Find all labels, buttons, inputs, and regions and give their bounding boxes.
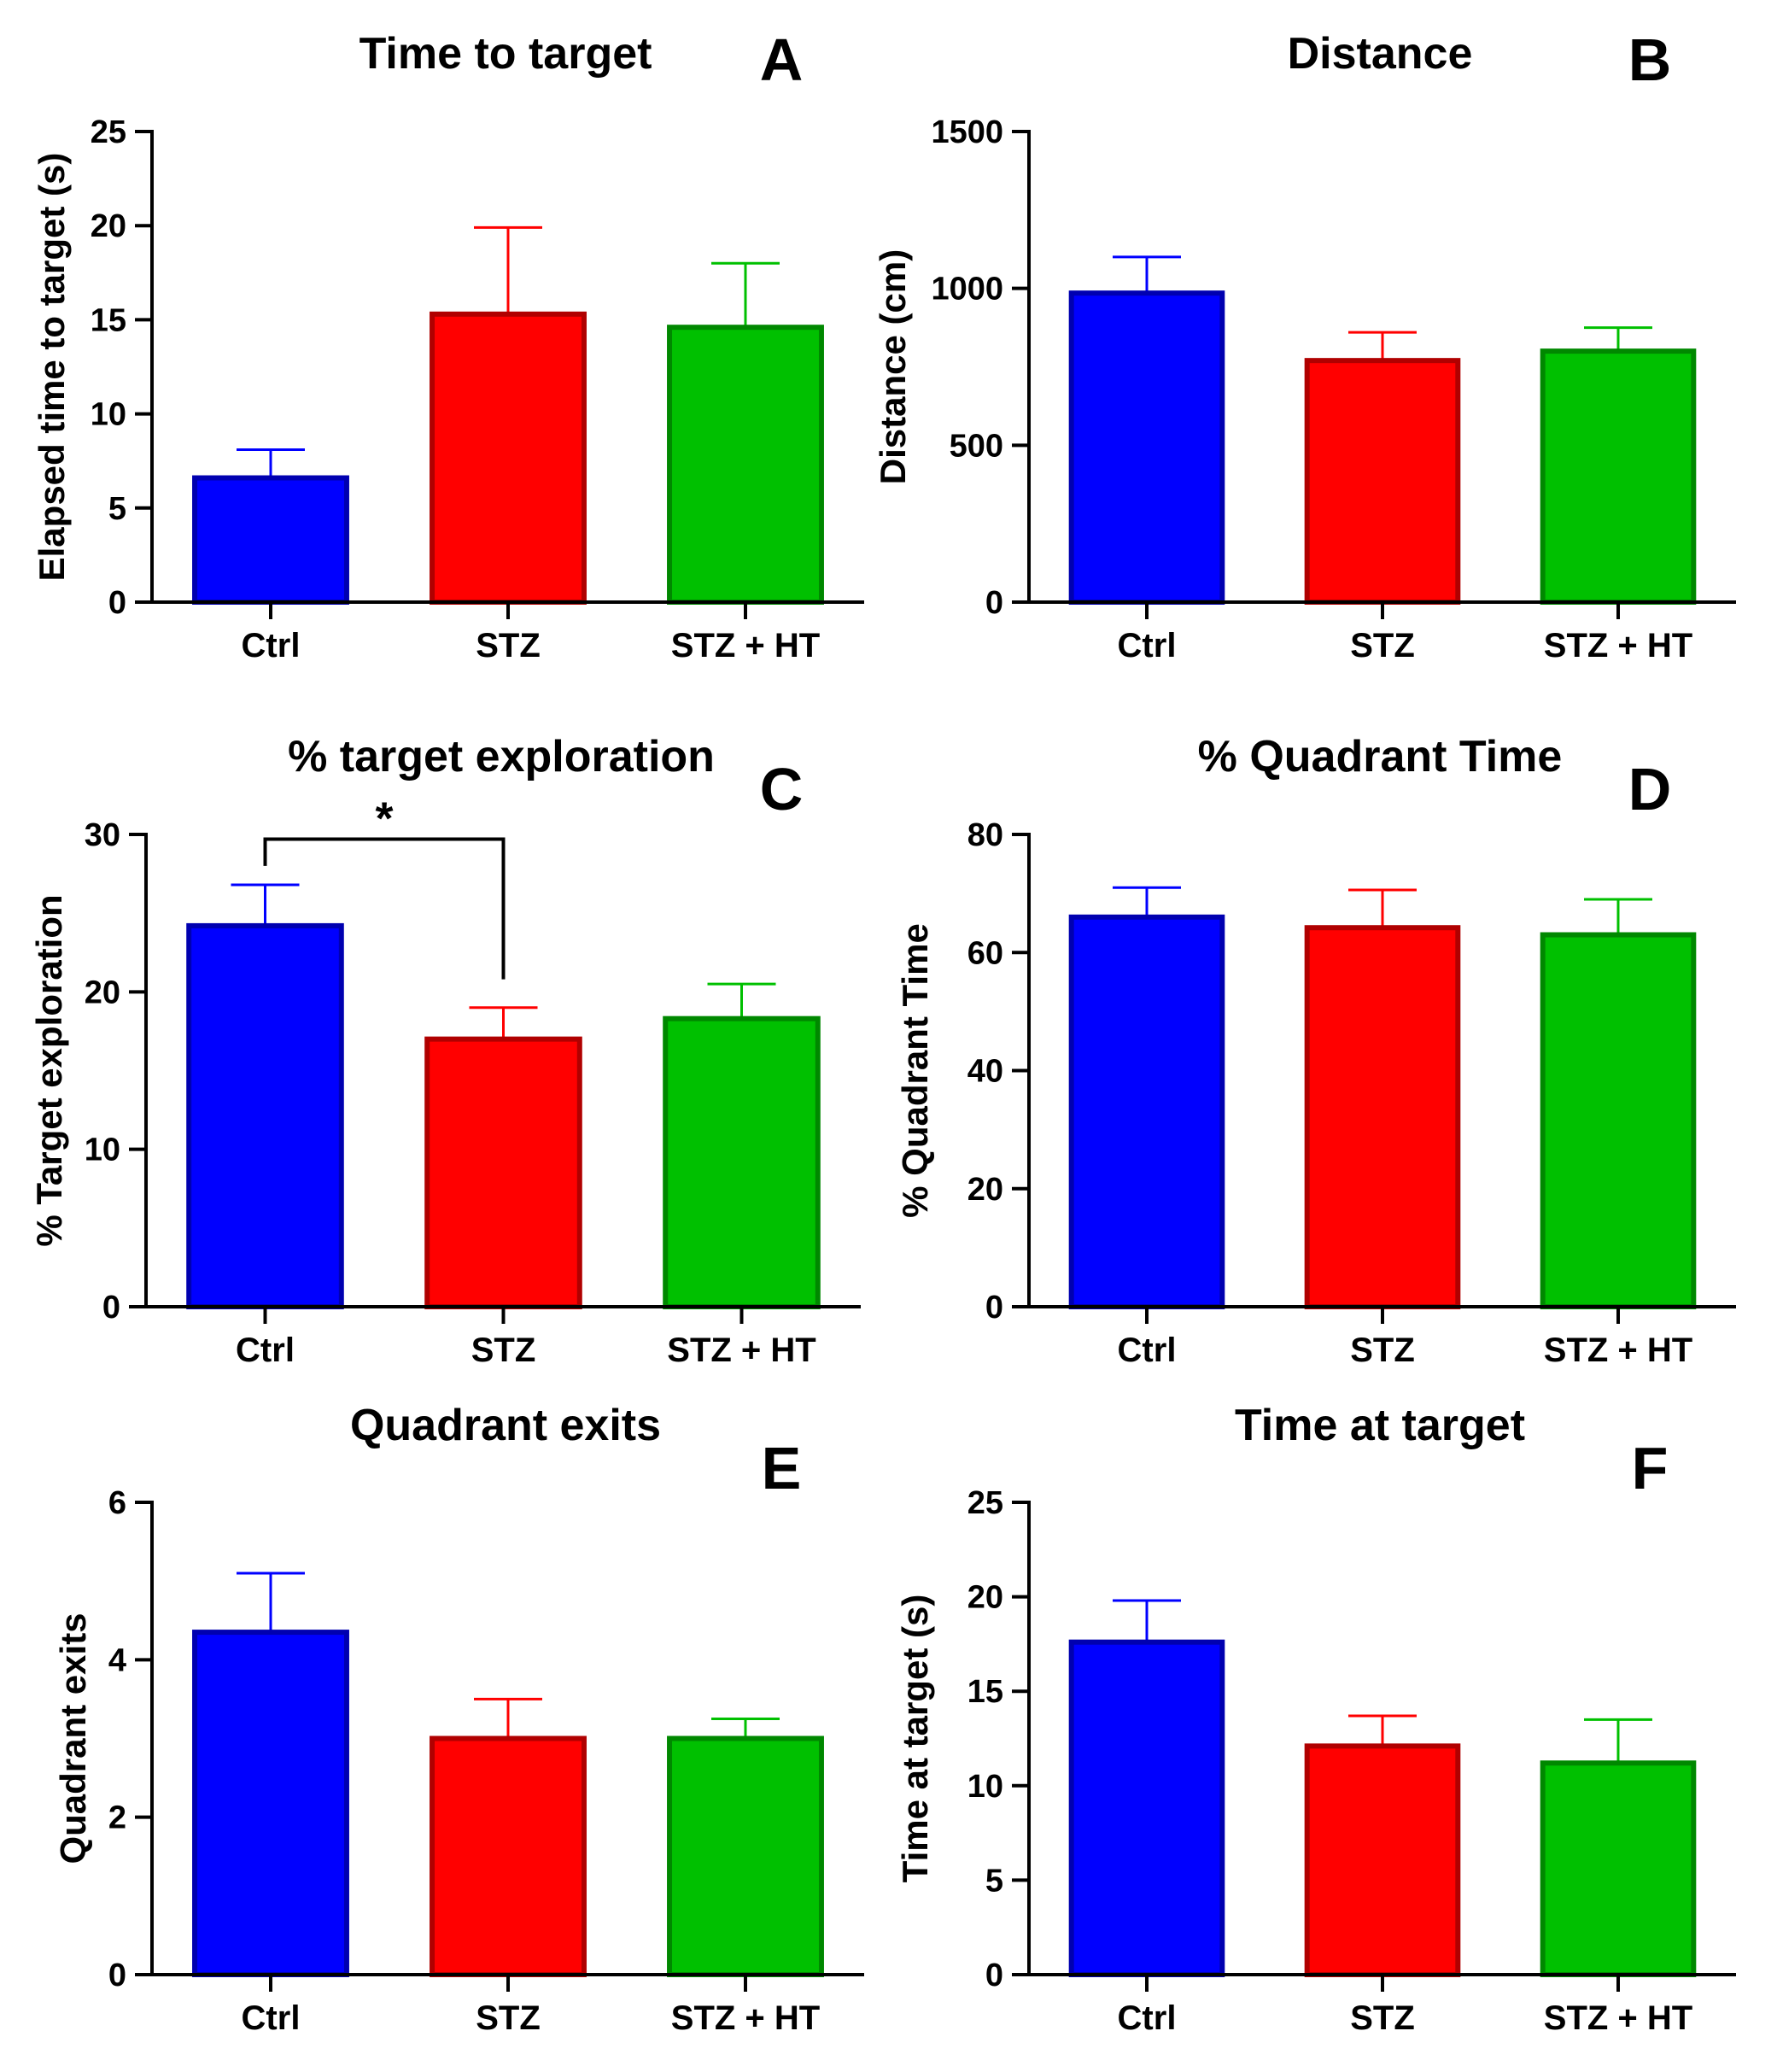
bar-stz (1304, 1743, 1461, 1978)
y-tick-label: 1000 (931, 272, 1003, 307)
x-tick-label: Ctrl (236, 1332, 295, 1369)
x-tick-label: STZ (471, 1332, 536, 1369)
x-tick-label: STZ + HT (671, 1999, 820, 2037)
y-tick-label: 10 (91, 397, 126, 433)
chart-panel-b: Distance B Distance (cm) 0 500 1000 1500 Ctrl ST… (873, 26, 1736, 664)
y-tick-label: 15 (91, 302, 126, 338)
y-axis-label: Quadrant exits (53, 1613, 93, 1864)
chart-panel-a: Time to target A Elapsed time to target (s… (32, 26, 864, 664)
y-tick-label: 20 (85, 975, 120, 1010)
chart-panel-c: % target exploration C % Target exploratio… (29, 732, 861, 1369)
bar-ctrl (186, 922, 344, 1309)
y-tick-label: 0 (108, 585, 126, 621)
x-tick-label: Ctrl (242, 1999, 301, 2037)
x-tick-label: STZ + HT (1544, 1999, 1692, 2037)
chart-title: Distance (1288, 29, 1473, 79)
y-tick-label: 15 (967, 1674, 1003, 1710)
y-tick-label: 20 (967, 1580, 1003, 1616)
y-tick-label: 30 (85, 817, 120, 853)
panel-letter: A (760, 26, 804, 93)
bar-ctrl (192, 1630, 349, 1977)
y-tick-label: 25 (91, 114, 126, 150)
y-tick-label: 0 (985, 585, 1003, 621)
bar-stz (1304, 358, 1461, 605)
bar-stz (430, 1735, 587, 1977)
x-tick-label: STZ (1350, 1332, 1415, 1369)
x-tick-label: STZ (476, 1999, 541, 2037)
x-tick-label: STZ + HT (1544, 627, 1692, 664)
chart-panel-d: % Quadrant Time D % Quadrant Time 0 20 40 60 80… (895, 732, 1736, 1369)
y-tick-label: 5 (108, 491, 126, 527)
y-tick-label: 2 (108, 1800, 126, 1836)
panel-letter: F (1632, 1435, 1669, 1501)
x-tick-label: Ctrl (242, 627, 301, 664)
y-axis-label: Time at target (s) (895, 1595, 935, 1883)
y-tick-label: 0 (985, 1958, 1003, 1993)
x-tick-label: STZ + HT (667, 1332, 815, 1369)
y-tick-label: 25 (967, 1485, 1003, 1521)
bar-ctrl (1068, 914, 1225, 1310)
y-tick-label: 10 (85, 1133, 120, 1168)
bar-stz-ht (1540, 932, 1697, 1309)
y-tick-label: 4 (108, 1642, 126, 1678)
y-tick-label: 0 (108, 1958, 126, 1993)
bar-stz (430, 311, 587, 605)
x-tick-label: Ctrl (1118, 627, 1177, 664)
panel-letter: D (1628, 756, 1672, 822)
bar-ctrl (192, 475, 349, 606)
bar-ctrl (1068, 290, 1225, 605)
y-tick-label: 10 (967, 1769, 1003, 1805)
chart-title: Time to target (359, 29, 652, 79)
y-axis-label: % Quadrant Time (895, 923, 935, 1218)
bar-stz-ht (1540, 1760, 1697, 1978)
y-tick-label: 1500 (931, 114, 1003, 150)
x-tick-label: STZ (1350, 1999, 1415, 2037)
y-tick-label: 60 (967, 935, 1003, 971)
y-tick-label: 5 (985, 1863, 1003, 1899)
y-tick-label: 40 (967, 1054, 1003, 1090)
y-tick-label: 6 (108, 1485, 126, 1521)
panel-letter: C (760, 756, 804, 822)
bar-ctrl (1068, 1639, 1225, 1977)
y-tick-label: 500 (950, 428, 1003, 464)
significance-marker: * (375, 793, 393, 845)
y-tick-label: 20 (91, 208, 126, 244)
x-tick-label: Ctrl (1118, 1332, 1177, 1369)
bar-stz-ht (663, 1016, 821, 1310)
y-axis-label: % Target exploration (29, 894, 69, 1246)
x-tick-label: STZ + HT (671, 627, 820, 664)
x-tick-label: STZ (476, 627, 541, 664)
y-tick-label: 20 (967, 1172, 1003, 1208)
x-tick-label: STZ + HT (1544, 1332, 1692, 1369)
y-tick-label: 80 (967, 817, 1003, 853)
significance-bracket (263, 837, 506, 980)
y-axis-label: Distance (cm) (873, 249, 913, 484)
bar-stz-ht (667, 1735, 824, 1977)
bar-stz (424, 1036, 582, 1309)
bar-stz (1304, 925, 1461, 1310)
chart-title: % Quadrant Time (1198, 732, 1563, 781)
chart-panel-e: Quadrant exits E Quadrant exits 0 2 4 6 Ctrl STZ… (53, 1401, 864, 2037)
chart-title: Quadrant exits (350, 1401, 661, 1450)
y-axis-label: Elapsed time to target (s) (32, 153, 72, 582)
bar-stz-ht (1540, 348, 1697, 605)
panel-letter: B (1628, 26, 1672, 93)
chart-title: Time at target (1235, 1401, 1525, 1450)
x-tick-label: STZ (1350, 627, 1415, 664)
x-tick-label: Ctrl (1118, 1999, 1177, 2037)
bar-stz-ht (667, 325, 824, 605)
panel-letter: E (762, 1435, 802, 1501)
chart-title: % target exploration (288, 732, 715, 781)
y-tick-label: 0 (102, 1290, 120, 1326)
y-tick-label: 0 (985, 1290, 1003, 1326)
chart-panel-f: Time at target F Time at target (s) 0 5 10 15 2… (895, 1401, 1736, 2037)
